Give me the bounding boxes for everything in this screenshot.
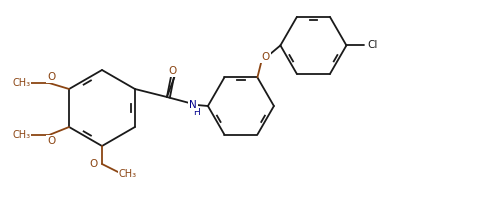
Text: O: O: [261, 52, 269, 62]
Text: CH₃: CH₃: [12, 130, 30, 140]
Text: CH₃: CH₃: [119, 169, 137, 179]
Text: O: O: [47, 136, 55, 146]
Text: O: O: [169, 66, 177, 76]
Text: O: O: [47, 72, 55, 82]
Text: O: O: [90, 159, 98, 169]
Text: N: N: [189, 100, 197, 110]
Text: CH₃: CH₃: [12, 78, 30, 88]
Text: Cl: Cl: [367, 40, 377, 50]
Text: H: H: [194, 109, 200, 117]
